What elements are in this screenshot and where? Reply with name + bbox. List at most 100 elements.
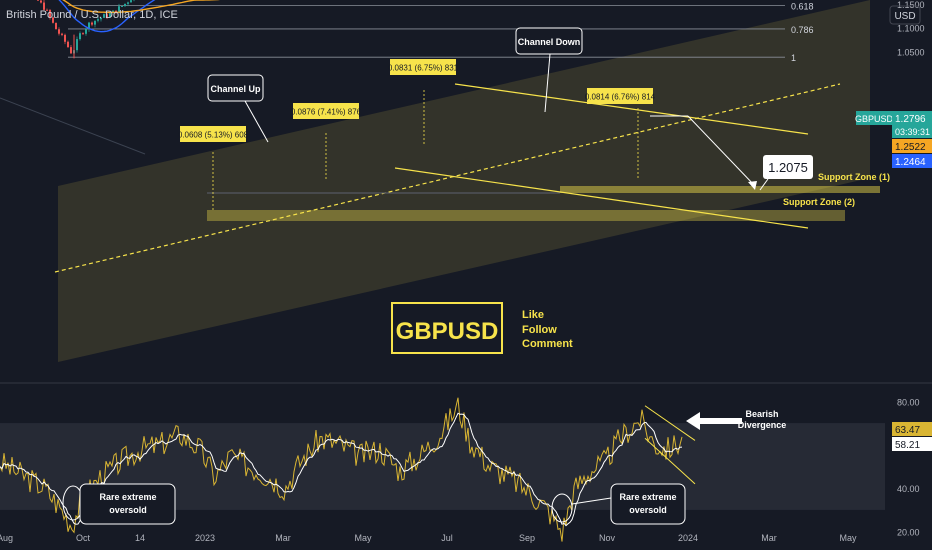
- y-tick-4: 1.1500: [897, 0, 925, 10]
- target-box: [763, 155, 813, 179]
- last-price: 1.2796: [895, 114, 926, 125]
- x-tick-6: Jul: [441, 533, 453, 543]
- candle-body: [88, 22, 90, 30]
- measure-box-3-label: 0.0831 (6.75%) 831: [388, 64, 459, 73]
- rsi-badges: 63.47 58.21: [892, 422, 932, 451]
- oversold-circle-2: [551, 493, 573, 523]
- candle-body: [94, 20, 96, 25]
- currency-button[interactable]: USD: [889, 5, 921, 25]
- candle-body: [97, 19, 99, 21]
- candle-body: [82, 33, 84, 35]
- candle-body: [100, 17, 102, 20]
- candle-body: [124, 3, 126, 6]
- rsi-ma-value: 58.21: [895, 440, 920, 451]
- divergence-label: Divergence: [738, 420, 787, 430]
- oversold-box-1: [79, 483, 176, 525]
- divergence-lower: [644, 437, 696, 485]
- rsi-tick-2: 40.00: [897, 484, 920, 494]
- candle-body: [52, 17, 54, 23]
- x-tick-10: Mar: [761, 533, 777, 543]
- target-callout: 1.2075: [759, 155, 813, 191]
- rsi-value: 63.47: [895, 425, 920, 436]
- fib-label-6: 1: [791, 53, 796, 63]
- channel-down-callout: Channel Down: [515, 27, 583, 113]
- measure-box-4-label: 0.0814 (6.76%) 814: [585, 93, 656, 102]
- x-tick-0: Aug: [0, 533, 13, 543]
- measure-box-4-box: [587, 88, 653, 104]
- comment-text: Comment: [522, 338, 573, 350]
- y-tick-6: 1.0500: [897, 47, 925, 57]
- channel-layer: [0, 0, 880, 362]
- candle-body: [127, 2, 129, 4]
- ma-blue-line: [58, 0, 156, 33]
- chart-title: British Pound / U.S. Dollar, 1D, ICE: [6, 9, 178, 21]
- candle-body: [130, 0, 132, 3]
- fib-label-4: 0.618: [791, 2, 814, 12]
- projection-arrowhead: [748, 181, 757, 190]
- oversold-box-2: [610, 483, 686, 525]
- candle-body: [61, 33, 63, 35]
- candle-body: [121, 5, 123, 7]
- brand-box: [391, 302, 503, 354]
- annotation-layer: Channel Up Channel Down 0.0608 (5.13%) 608…: [178, 27, 890, 354]
- candle-body: [109, 13, 111, 18]
- support-zone-1-label: Support Zone (1): [818, 172, 890, 182]
- channel-down-callout-pointer: [544, 53, 551, 113]
- candle-body: [70, 47, 72, 54]
- x-tick-9: 2024: [678, 533, 698, 543]
- divergence-upper: [644, 405, 696, 441]
- candle-body: [67, 41, 69, 48]
- follow-text: Follow: [522, 324, 557, 336]
- candles-layer[interactable]: [1, 0, 684, 59]
- oversold-2-pointer: [571, 497, 612, 505]
- channel-up-callout-pointer: [244, 100, 269, 143]
- x-tick-2: 14: [135, 533, 145, 543]
- measure-box-2: 0.0876 (7.41%) 876: [291, 103, 362, 119]
- oversold-2-line-b: oversold: [629, 505, 667, 515]
- target-value: 1.2075: [768, 160, 808, 175]
- x-tick-11: May: [839, 533, 857, 543]
- candle-body: [76, 39, 78, 51]
- rsi-tick-0: 80.00: [897, 397, 920, 407]
- candle-body: [103, 14, 105, 18]
- last-price-badge: GBPUSD 1.2796 03:39:31 1.2522 1.2464: [855, 111, 932, 168]
- trend-guide-left: [0, 97, 146, 155]
- bar-countdown: 03:39:31: [895, 127, 930, 137]
- x-tick-8: Nov: [599, 533, 616, 543]
- measure-box-3-box: [390, 59, 456, 75]
- channel-down-callout-box: [515, 27, 583, 55]
- channel-up-callout: Channel Up: [207, 74, 269, 143]
- measure-box-4: 0.0814 (6.76%) 814: [585, 88, 656, 104]
- candle-body: [55, 22, 57, 30]
- brand-text: GBPUSD: [396, 318, 499, 345]
- support-zone-2-label: Support Zone (2): [783, 197, 855, 207]
- bearish-label: Bearish: [745, 409, 778, 419]
- rsi-line: [0, 397, 683, 542]
- x-tick-1: Oct: [76, 533, 91, 543]
- y-tick-5: 1.1000: [897, 24, 925, 34]
- fib-label-5: 0.786: [791, 25, 814, 35]
- channel-midline: [54, 83, 841, 273]
- bearish-arrow: [686, 412, 742, 430]
- oversold-1-line-b: oversold: [109, 505, 147, 515]
- candle-body: [43, 2, 45, 10]
- brand-logo: GBPUSD: [391, 302, 503, 354]
- measure-box-1-box: [180, 126, 246, 142]
- candle-body: [118, 6, 120, 13]
- measure-box-2-box: [293, 103, 359, 119]
- channel-down-lower: [394, 167, 809, 229]
- measure-box-3: 0.0831 (6.75%) 831: [388, 59, 459, 75]
- channel-up-callout-box: [207, 74, 264, 102]
- candle-body: [64, 34, 66, 42]
- candle-body: [58, 29, 60, 34]
- support-zone-1: [560, 186, 880, 193]
- channel-up-callout-label: Channel Up: [210, 84, 261, 94]
- candle-body: [79, 33, 81, 40]
- measure-box-2-label: 0.0876 (7.41%) 876: [291, 108, 362, 117]
- projection-arrow: [687, 115, 756, 187]
- rsi-tick-3: 20.00: [897, 528, 920, 538]
- x-tick-7: Sep: [519, 533, 535, 543]
- channel-down-upper: [454, 83, 809, 135]
- currency-label: USD: [894, 11, 915, 22]
